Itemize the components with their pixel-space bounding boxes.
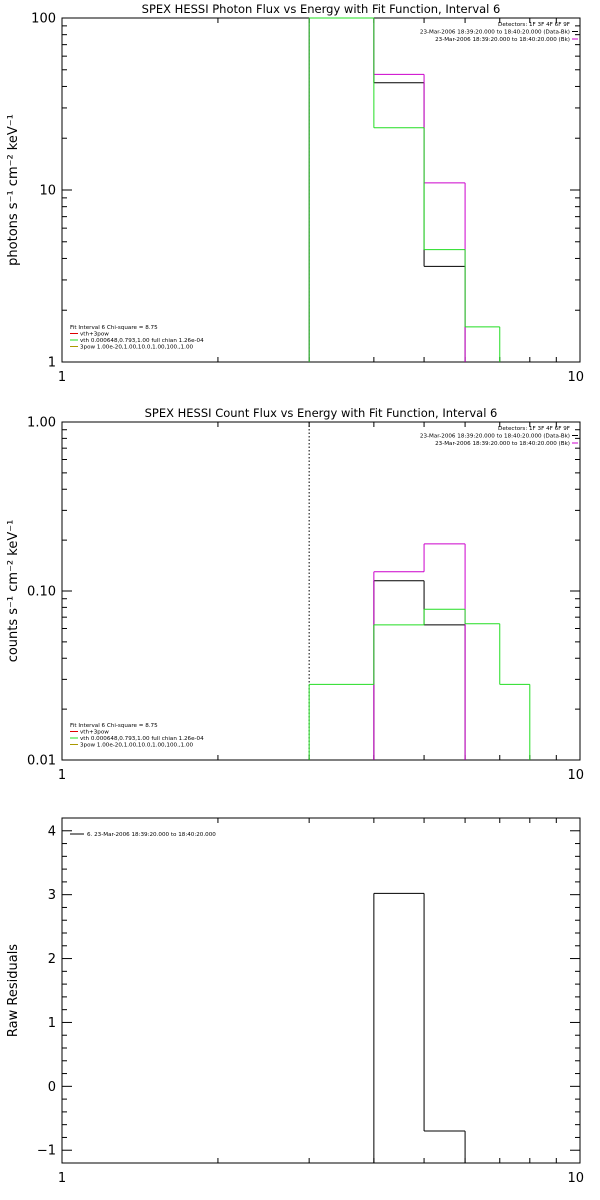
series-green — [308, 608, 531, 760]
legend-left-entry: Fit Interval 6 Chi-square = 8.75 — [70, 723, 158, 729]
series-black — [373, 580, 466, 760]
y-tick-label: 1 — [48, 1016, 56, 1031]
plot-frame — [61, 17, 581, 363]
chart-panel-2: SPEX HESSI Count Flux vs Energy with Fit… — [6, 406, 584, 783]
x-tick-label: 10 — [567, 768, 584, 783]
plot-frame — [61, 817, 581, 1164]
y-tick-label: 100 — [31, 12, 56, 27]
y-tick-label: 0 — [48, 1080, 56, 1095]
series-black — [373, 892, 466, 1163]
x-tick-label: 1 — [58, 768, 66, 783]
legend-right-entry: Detectors: 1F 3F 4F 6F 9F — [498, 426, 570, 432]
legend-left-entry: 3pow 1.00e-20,1.00,10.0,1.00,100.,1.00 — [80, 743, 194, 749]
series-magenta — [308, 17, 466, 362]
series-green — [308, 17, 501, 362]
y-axis-label: photons s⁻¹ cm⁻² keV⁻¹ — [6, 114, 21, 266]
y-axis-label: Raw Residuals — [6, 944, 21, 1037]
y-tick-label: 3 — [48, 888, 56, 903]
y-tick-label: 4 — [48, 824, 56, 839]
legend-right-entry: 23-Mar-2006 18:39:20.000 to 18:40:20.000… — [420, 434, 570, 440]
legend-left-entry: 6. 23-Mar-2006 18:39:20.000 to 18:40:20.… — [87, 832, 216, 838]
chart-panel-1: SPEX HESSI Photon Flux vs Energy with Fi… — [6, 2, 584, 385]
y-tick-label: 2 — [48, 952, 56, 967]
chart-title: SPEX HESSI Photon Flux vs Energy with Fi… — [142, 2, 501, 16]
plot-frame — [61, 421, 581, 761]
series-black — [308, 17, 466, 362]
y-tick-label: 10 — [39, 184, 56, 199]
series-magenta — [373, 543, 466, 760]
legend-left-entry: vth+3pow — [80, 332, 109, 338]
legend-left-entry: vth 0.000648,0.793,1.00 full chian 1.26e… — [80, 338, 204, 344]
legend-right-entry: Detectors: 1F 3F 4F 6F 9F — [498, 22, 570, 28]
x-tick-label: 1 — [58, 370, 66, 385]
legend-right-entry: 23-Mar-2006 18:39:20.000 to 18:40:20.000… — [435, 37, 570, 43]
legend-left-entry: vth 0.000648,0.793,1.00 full chian 1.26e… — [80, 736, 204, 742]
y-tick-label: −1 — [37, 1144, 56, 1159]
x-tick-label: 10 — [567, 1171, 584, 1186]
y-tick-label: 0.10 — [27, 585, 56, 600]
y-tick-label: 0.01 — [27, 754, 56, 769]
x-tick-label: 10 — [567, 370, 584, 385]
legend-right-entry: 23-Mar-2006 18:39:20.000 to 18:40:20.000… — [435, 441, 570, 447]
chart-panel-3: 1 10 −1 0 1 2 3 4 Raw Residuals 6. 23-Mar-2006 18… — [6, 817, 584, 1186]
legend-left-entry: Fit Interval 6 Chi-square = 8.75 — [70, 325, 158, 331]
x-tick-label: 1 — [58, 1171, 66, 1186]
legend-left-entry: 3pow 1.00e-20,1.00,10.0,1.00,100.,1.00 — [80, 345, 194, 351]
legend-left-entry: vth+3pow — [80, 730, 109, 736]
y-axis-label: counts s⁻¹ cm⁻² keV⁻¹ — [6, 520, 21, 663]
legend-right-entry: 23-Mar-2006 18:39:20.000 to 18:40:20.000… — [420, 30, 570, 36]
y-tick-label: 1.00 — [27, 416, 56, 431]
chart-title: SPEX HESSI Count Flux vs Energy with Fit… — [145, 406, 498, 420]
y-tick-label: 1 — [48, 356, 56, 371]
